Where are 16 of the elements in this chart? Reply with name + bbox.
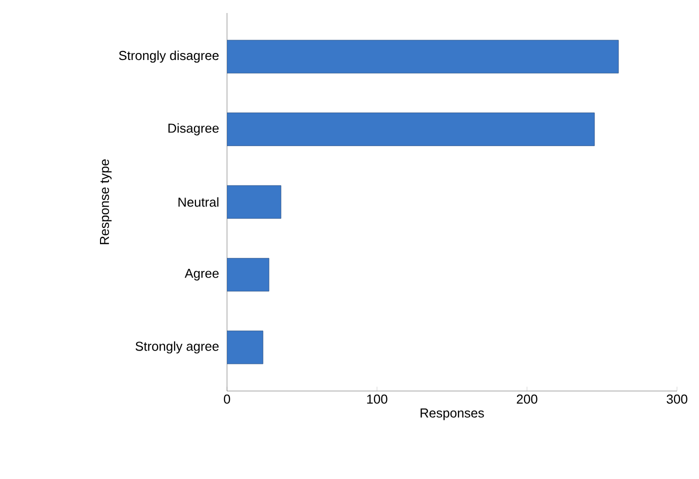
x-tick-label: 100	[367, 394, 388, 404]
y-tick-label: Strongly disagree	[119, 50, 219, 63]
y-axis-title: Response type	[100, 159, 112, 244]
x-axis-title: Responses	[420, 408, 484, 420]
bar	[227, 112, 595, 146]
y-tick-label: Agree	[184, 268, 219, 280]
bar	[227, 40, 619, 74]
bar	[227, 258, 270, 292]
y-tick-label: Strongly agree	[136, 341, 219, 354]
y-tick-label: Disagree	[168, 123, 219, 136]
x-tick-label: 300	[666, 394, 688, 404]
bar	[227, 330, 264, 364]
bar	[227, 185, 282, 219]
x-tick-label: 0	[224, 394, 230, 404]
x-tick-label: 200	[516, 394, 538, 404]
y-tick-label: Neutral	[178, 197, 218, 207]
